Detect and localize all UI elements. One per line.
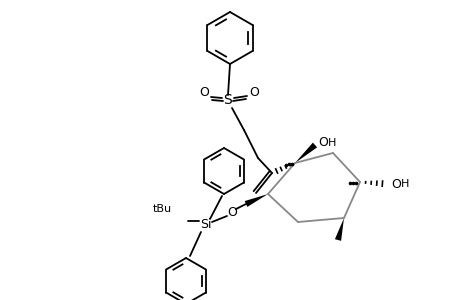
Text: O: O <box>390 178 400 190</box>
Text: O: O <box>317 136 327 149</box>
Text: H: H <box>327 138 336 148</box>
Text: S: S <box>223 93 232 107</box>
Text: Si: Si <box>200 218 211 232</box>
Text: O: O <box>227 206 236 218</box>
Text: H: H <box>400 179 409 189</box>
Polygon shape <box>244 194 268 207</box>
Text: tBu: tBu <box>152 204 171 214</box>
Polygon shape <box>294 142 316 163</box>
Text: O: O <box>199 86 208 100</box>
Polygon shape <box>334 218 343 241</box>
Text: O: O <box>248 85 258 98</box>
